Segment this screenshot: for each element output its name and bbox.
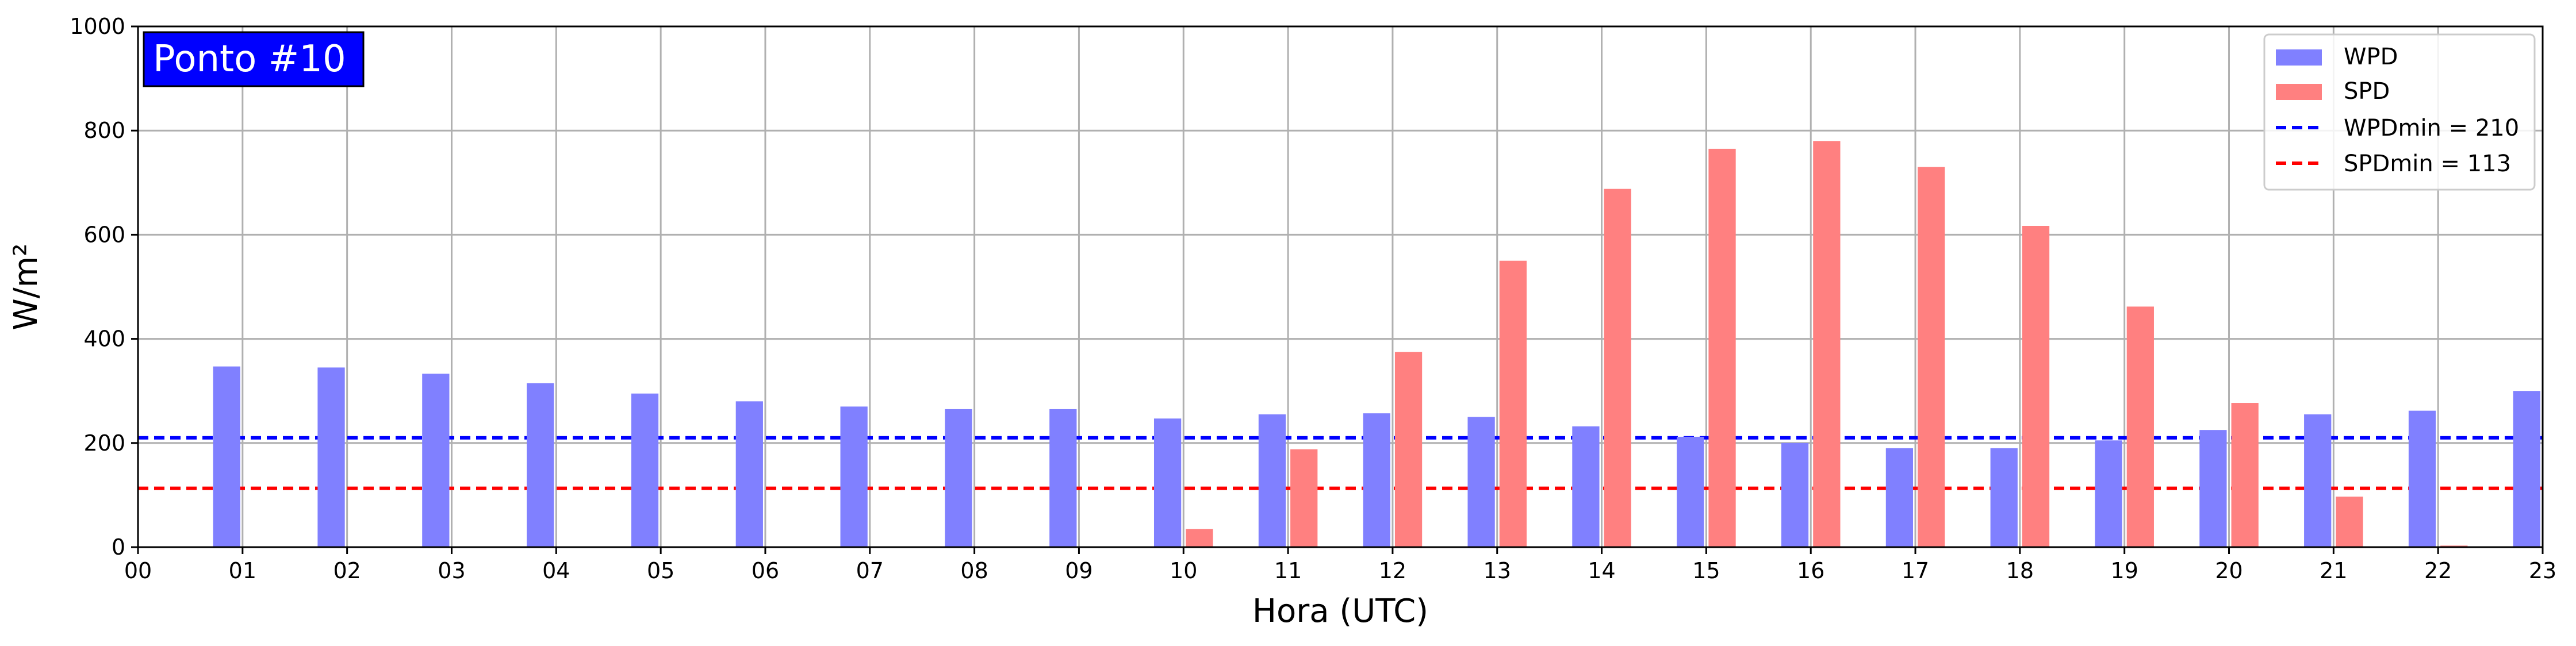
bar-wpd-04 [527,383,554,547]
x-axis-ticks: 00 01 02 03 04 05 06 07 08 09 10 11 12 13 14 15 16 17 18 19… [124,547,2556,583]
annotation-badge-bg [143,31,365,87]
annotation-badge-text: Ponto #10 [153,38,346,80]
bar-wpd-15 [1677,436,1704,547]
grid [137,25,2544,548]
x-tick-label: 11 [1274,558,1302,583]
y-tick-label: 0 [112,535,125,560]
bar-wpd-18 [1990,448,2018,547]
x-tick-label: 21 [2320,558,2347,583]
x-tick-label: 05 [647,558,674,583]
x-tick-label: 02 [333,558,361,583]
bar-spd-11 [1290,449,1318,547]
x-tick-label: 19 [2111,558,2138,583]
bar-spd-10 [1186,529,1213,547]
bar-wpd-03 [422,374,450,547]
y-tick-label: 400 [83,326,125,352]
x-tick-label: 16 [1797,558,1824,583]
legend-label-spdmin: SPDmin = 113 [2344,151,2511,177]
bar-wpd-08 [945,409,972,547]
bar-wpd-02 [317,367,345,547]
bar-wpd-13 [1467,417,1495,547]
bar-wpd-11 [1258,414,1286,547]
bar-wpd-16 [1781,443,1809,547]
x-tick-label: 07 [856,558,884,583]
x-tick-label: 18 [2006,558,2034,583]
bar-wpd-06 [735,401,763,547]
x-tick-label: 23 [2529,558,2556,583]
y-axis-ticks: 0 200 400 600 800 1000 [70,14,138,560]
bar-wpd-09 [1049,409,1077,547]
legend-swatch-wpd [2276,49,2322,66]
bar-spd-14 [1604,189,1631,547]
bar-spd-21 [2336,497,2363,547]
bar-wpd-01 [213,366,240,547]
y-tick-label: 1000 [70,14,125,39]
x-tick-label: 01 [229,558,256,583]
bar-spd-18 [2022,225,2050,547]
annotation-badge: Ponto #10 [143,31,365,87]
bar-spd-17 [1918,167,1945,547]
x-tick-label: 06 [752,558,779,583]
bar-spd-13 [1499,260,1527,547]
legend: WPD SPD WPDmin = 210 SPDmin = 113 [2263,33,2536,191]
x-tick-label: 22 [2424,558,2452,583]
bars [213,141,2540,547]
bar-spd-16 [1813,141,1841,547]
bar-spd-12 [1394,352,1423,547]
legend-box [2263,33,2536,191]
legend-label-wpd: WPD [2344,44,2398,70]
x-tick-label: 09 [1065,558,1092,583]
x-tick-label: 10 [1170,558,1197,583]
legend-swatch-spd [2276,84,2322,100]
bar-spd-19 [2126,306,2154,547]
y-tick-label: 200 [83,430,125,456]
x-tick-label: 12 [1379,558,1406,583]
threshold-lines [138,436,2543,490]
x-tick-label: 08 [960,558,988,583]
y-axis-title: W/m² [7,243,45,330]
y-tick-label: 600 [83,222,125,247]
bar-wpd-17 [1885,448,1914,547]
x-tick-label: 03 [438,558,465,583]
plot-frame [137,25,2544,548]
bar-wpd-20 [2199,430,2227,547]
legend-label-wpdmin: WPDmin = 210 [2344,115,2519,141]
y-tick-label: 800 [83,118,125,143]
x-tick-label: 13 [1483,558,1511,583]
bar-wpd-05 [631,393,659,547]
bar-wpd-23 [2513,391,2540,547]
bar-wpd-21 [2304,414,2332,547]
x-tick-label: 15 [1692,558,1720,583]
bar-wpd-12 [1363,413,1390,547]
bar-spd-20 [2231,403,2259,547]
x-tick-label: 14 [1588,558,1615,583]
bar-wpd-19 [2095,440,2122,547]
bar-wpd-22 [2408,410,2436,547]
legend-label-spd: SPD [2344,78,2390,105]
x-tick-label: 20 [2215,558,2242,583]
x-tick-label: 00 [124,558,152,583]
bar-wpd-07 [840,406,868,547]
x-tick-label: 17 [1902,558,1929,583]
x-tick-label: 04 [542,558,570,583]
bar-wpd-14 [1572,426,1600,547]
x-axis-title: Hora (UTC) [1252,593,1428,630]
bar-spd-15 [1708,148,1736,547]
bar-wpd-10 [1153,418,1182,547]
